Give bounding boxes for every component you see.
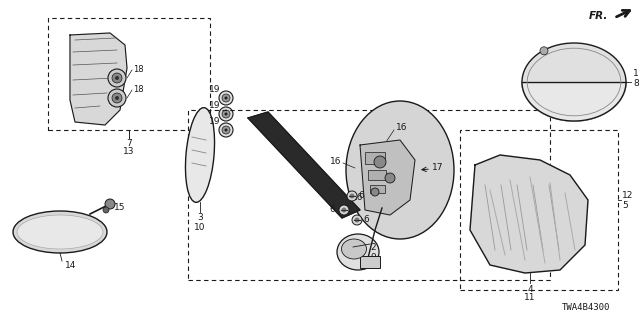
Text: 15: 15 <box>114 204 125 212</box>
Circle shape <box>112 73 122 83</box>
Ellipse shape <box>186 108 214 202</box>
Text: 19: 19 <box>209 101 220 110</box>
Circle shape <box>115 96 119 100</box>
Text: 18: 18 <box>133 85 143 94</box>
Circle shape <box>342 207 346 212</box>
Text: TWA4B4300: TWA4B4300 <box>562 303 611 313</box>
Circle shape <box>385 173 395 183</box>
Text: 5: 5 <box>622 201 628 210</box>
Circle shape <box>219 123 233 137</box>
Text: 6: 6 <box>329 205 335 214</box>
Text: 1: 1 <box>633 69 639 78</box>
Text: 7: 7 <box>126 139 132 148</box>
Ellipse shape <box>13 211 107 253</box>
Circle shape <box>349 194 355 198</box>
Text: 10: 10 <box>195 222 205 231</box>
Polygon shape <box>70 33 127 125</box>
Circle shape <box>103 207 109 213</box>
Circle shape <box>222 110 230 118</box>
Bar <box>370 185 385 193</box>
Circle shape <box>225 113 227 116</box>
Text: 11: 11 <box>524 293 536 302</box>
Text: 4: 4 <box>527 284 533 293</box>
Ellipse shape <box>17 215 103 249</box>
Bar <box>365 152 385 164</box>
Polygon shape <box>360 140 415 215</box>
Bar <box>360 256 380 268</box>
Circle shape <box>108 69 126 87</box>
Text: 8: 8 <box>633 79 639 89</box>
Bar <box>368 170 386 180</box>
Circle shape <box>222 126 230 134</box>
Polygon shape <box>470 155 588 273</box>
Ellipse shape <box>522 43 626 121</box>
Circle shape <box>352 215 362 225</box>
Circle shape <box>219 91 233 105</box>
Polygon shape <box>522 82 626 121</box>
Ellipse shape <box>342 239 367 259</box>
Bar <box>48 18 210 130</box>
Circle shape <box>219 107 233 121</box>
Circle shape <box>222 94 230 102</box>
Text: 14: 14 <box>65 261 76 270</box>
Text: 6: 6 <box>358 191 364 201</box>
Text: 19: 19 <box>209 85 220 94</box>
Text: 2: 2 <box>370 244 376 252</box>
Circle shape <box>374 156 386 168</box>
Text: 6: 6 <box>363 215 369 225</box>
Text: 17: 17 <box>432 164 444 172</box>
Text: 3: 3 <box>197 213 203 222</box>
Text: 16: 16 <box>351 194 363 203</box>
Polygon shape <box>248 112 360 218</box>
Bar <box>188 110 550 280</box>
Text: 18: 18 <box>133 66 143 75</box>
Text: 13: 13 <box>124 148 135 156</box>
Text: 16: 16 <box>330 157 342 166</box>
Circle shape <box>115 76 119 80</box>
Circle shape <box>371 188 379 196</box>
Circle shape <box>347 191 357 201</box>
Circle shape <box>339 205 349 215</box>
Circle shape <box>225 129 227 132</box>
Circle shape <box>225 97 227 100</box>
Ellipse shape <box>346 101 454 239</box>
Text: 12: 12 <box>622 190 634 199</box>
Text: 9: 9 <box>370 253 376 262</box>
Text: 16: 16 <box>396 124 408 132</box>
Text: FR.: FR. <box>589 11 608 21</box>
Circle shape <box>540 47 548 55</box>
Bar <box>460 130 618 290</box>
Ellipse shape <box>337 234 379 270</box>
Circle shape <box>105 199 115 209</box>
Text: 19: 19 <box>209 117 220 126</box>
Circle shape <box>355 218 360 222</box>
Circle shape <box>112 93 122 103</box>
Circle shape <box>108 89 126 107</box>
